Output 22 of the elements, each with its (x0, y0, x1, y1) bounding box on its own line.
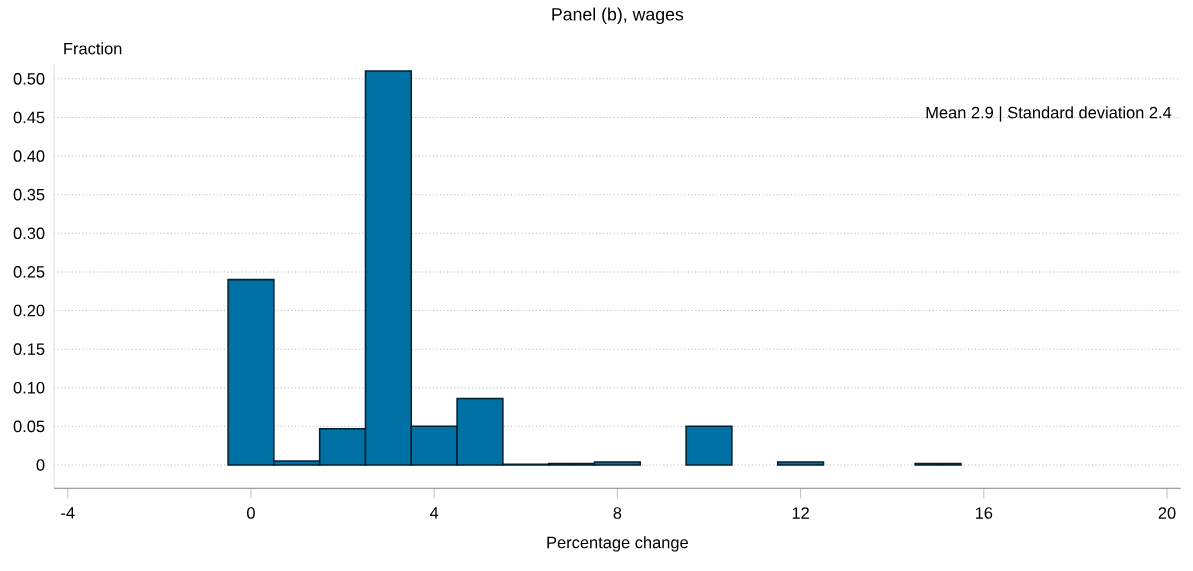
y-tick-label: 0.05 (13, 420, 45, 433)
y-axis-title: Fraction (64, 42, 122, 55)
y-tick-label: 0 (36, 459, 45, 471)
x-tick-label: -4 (61, 507, 75, 519)
chart-title: Panel (b), wages (552, 7, 684, 25)
y-tick-label: 0.25 (13, 266, 45, 278)
x-tick-label: 20 (1158, 507, 1176, 519)
x-tick-label: 8 (613, 507, 622, 519)
x-tick-label: 16 (975, 507, 993, 519)
y-tick-label: 0.40 (13, 150, 45, 162)
y-tick-label: 0.10 (13, 381, 45, 394)
annotation: Mean 2.9 | Standard deviation 2.4 (926, 106, 1172, 122)
y-tick-label: 0.15 (13, 343, 45, 355)
y-tick-label: 0.30 (13, 227, 45, 240)
y-tick-label: 0.50 (13, 73, 45, 85)
y-tick-label: 0.20 (13, 304, 45, 317)
x-tick-label: 12 (792, 507, 809, 519)
x-tick-label: 0 (247, 507, 255, 519)
x-axis-title: Percentage change (547, 536, 688, 552)
y-tick-label: 0.35 (13, 188, 45, 201)
y-tick-label: 0.45 (13, 111, 45, 124)
x-tick-label: 4 (430, 507, 439, 519)
